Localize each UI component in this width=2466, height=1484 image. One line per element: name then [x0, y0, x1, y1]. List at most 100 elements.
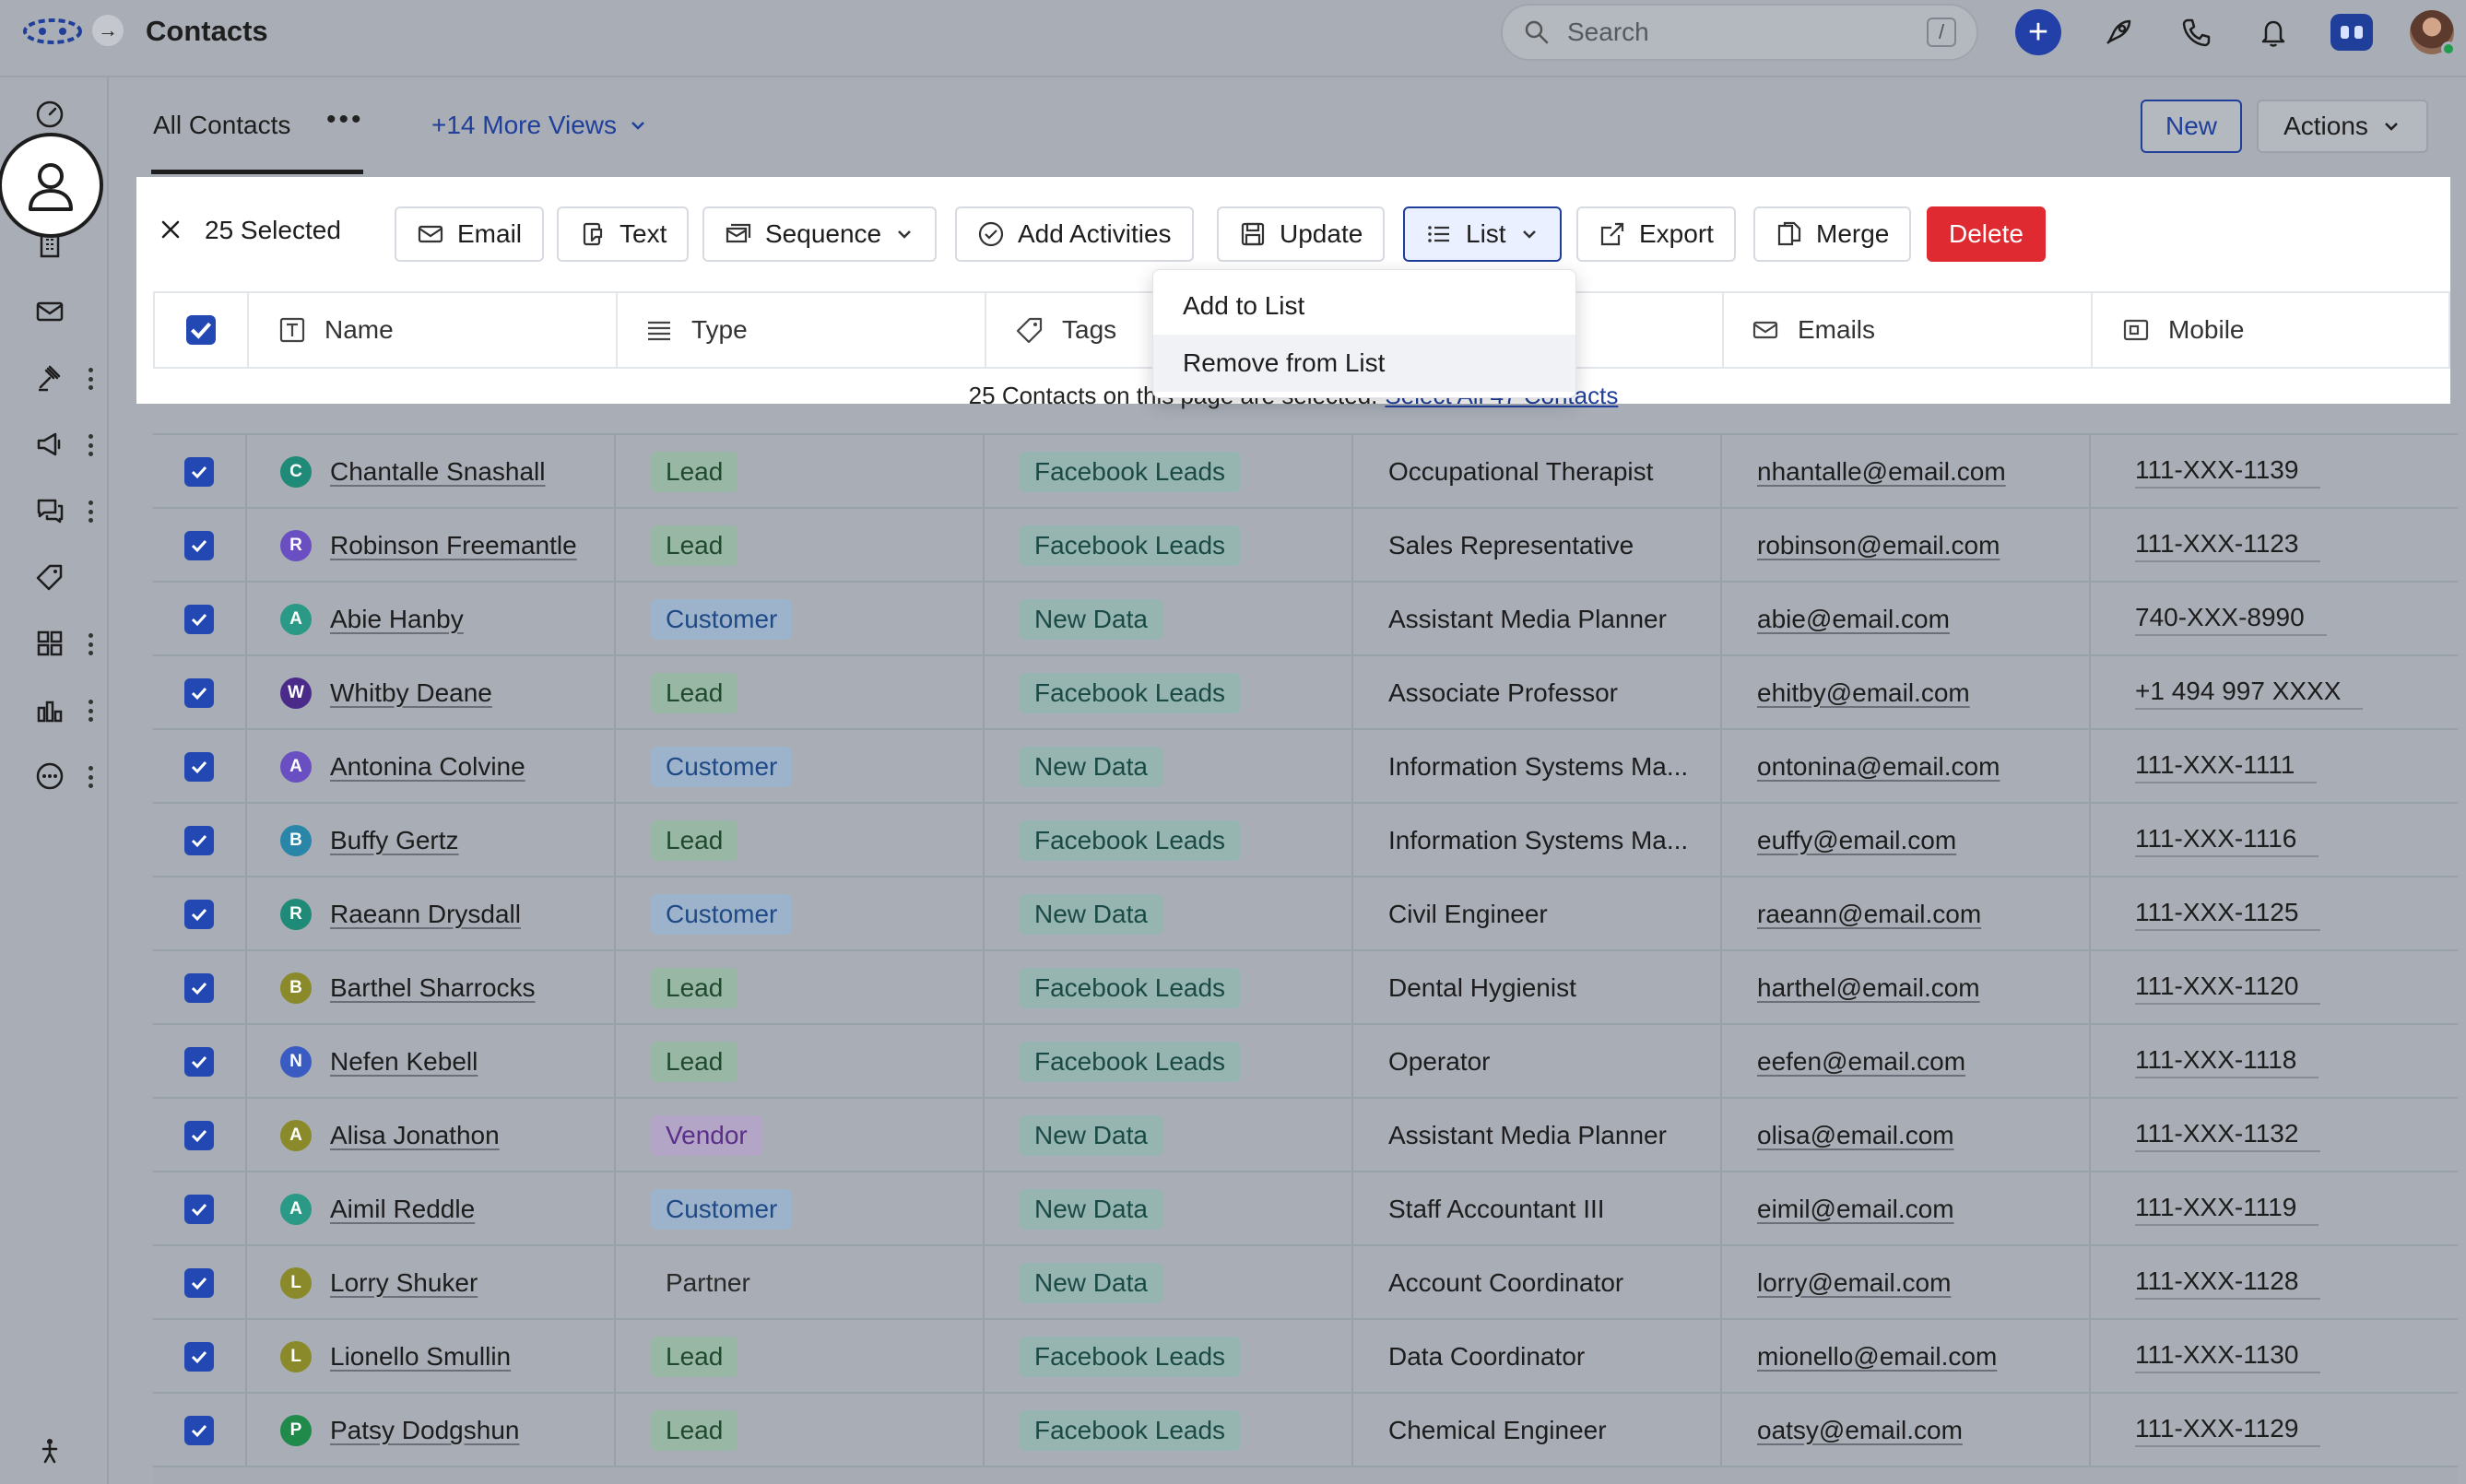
mobile-number[interactable]: +1 494 997 XXXX — [2135, 677, 2364, 710]
row-checkbox[interactable] — [184, 583, 214, 656]
row-checkbox[interactable] — [184, 1172, 214, 1246]
more-views-dropdown[interactable]: +14 More Views — [431, 111, 648, 140]
chat-icon[interactable] — [31, 492, 68, 529]
accessibility-icon[interactable] — [31, 1432, 68, 1469]
search-box[interactable]: / — [1501, 4, 1978, 61]
email-link[interactable]: raeann@email.com — [1757, 900, 1982, 928]
column-header-emails[interactable]: Emails — [1752, 293, 1875, 367]
contact-name-link[interactable]: Abie Hanby — [330, 605, 464, 633]
column-header-tags[interactable]: Tags — [1016, 293, 1116, 367]
table-row[interactable]: W Whitby Deane Lead Facebook Leads Associate… — [153, 656, 2458, 730]
mobile-number[interactable]: 111-XXX-1130 — [2135, 1340, 2321, 1373]
apps-grid-icon[interactable] — [31, 625, 68, 662]
email-link[interactable]: abie@email.com — [1757, 605, 1950, 633]
mobile-number[interactable]: 111-XXX-1120 — [2135, 972, 2321, 1005]
more-options-icon[interactable] — [85, 431, 96, 459]
more-options-icon[interactable] — [85, 498, 96, 525]
bulk-text-button[interactable]: Text — [557, 206, 690, 262]
mobile-number[interactable]: 111-XXX-1119 — [2135, 1193, 2319, 1226]
column-header-name[interactable]: Name — [278, 293, 394, 367]
contact-name-link[interactable]: Whitby Deane — [330, 678, 492, 707]
row-checkbox[interactable] — [184, 1246, 214, 1320]
contact-name-link[interactable]: Chantalle Snashall — [330, 457, 546, 486]
more-circle-icon[interactable] — [31, 758, 68, 795]
contact-name-link[interactable]: Antonina Colvine — [330, 752, 525, 781]
mobile-number[interactable]: 111-XXX-1125 — [2135, 898, 2321, 931]
contact-name-link[interactable]: Alisa Jonathon — [330, 1121, 500, 1149]
email-link[interactable]: harthel@email.com — [1757, 973, 1980, 1002]
table-row[interactable]: R Robinson Freemantle Lead Facebook Leads Sa… — [153, 509, 2458, 583]
row-checkbox[interactable] — [184, 877, 214, 951]
reports-icon[interactable] — [31, 691, 68, 728]
table-row[interactable]: N Nefen Kebell Lead Facebook Leads Operator e… — [153, 1025, 2458, 1099]
mobile-number[interactable]: 111-XXX-1128 — [2135, 1266, 2321, 1300]
mobile-number[interactable]: 111-XXX-1116 — [2135, 824, 2319, 857]
more-options-icon[interactable] — [85, 763, 96, 791]
new-contact-button[interactable]: New — [2141, 100, 2242, 153]
email-link[interactable]: euffy@email.com — [1757, 826, 1957, 854]
email-link[interactable]: ontonina@email.com — [1757, 752, 2000, 781]
tab-all-contacts[interactable]: All Contacts — [153, 111, 291, 139]
row-checkbox[interactable] — [184, 509, 214, 583]
mobile-number[interactable]: 111-XXX-1118 — [2135, 1045, 2319, 1078]
bulk-merge-button[interactable]: Merge — [1753, 206, 1912, 262]
table-row[interactable]: L Lionello Smullin Lead Facebook Leads Data … — [153, 1320, 2458, 1394]
row-checkbox[interactable] — [184, 1320, 214, 1394]
row-checkbox[interactable] — [184, 435, 214, 509]
auction-hammer-icon[interactable] — [31, 359, 68, 396]
email-link[interactable]: nhantalle@email.com — [1757, 457, 2006, 486]
more-options-icon[interactable] — [85, 630, 96, 658]
menu-item-add-to-list[interactable]: Add to List — [1183, 291, 1305, 320]
contact-name-link[interactable]: Nefen Kebell — [330, 1047, 478, 1076]
email-link[interactable]: olisa@email.com — [1757, 1121, 1954, 1149]
column-header-type[interactable]: Type — [645, 293, 748, 367]
search-input[interactable] — [1567, 18, 1927, 47]
email-link[interactable]: robinson@email.com — [1757, 531, 2000, 559]
assistant-bot-icon[interactable] — [2330, 14, 2373, 51]
contact-name-link[interactable]: Barthel Sharrocks — [330, 973, 536, 1002]
email-link[interactable]: oatsy@email.com — [1757, 1416, 1963, 1444]
bulk-add-activities-button[interactable]: Add Activities — [955, 206, 1194, 262]
contact-name-link[interactable]: Aimil Reddle — [330, 1195, 476, 1223]
select-all-checkbox[interactable] — [186, 293, 216, 367]
bulk-update-button[interactable]: Update — [1217, 206, 1386, 262]
table-row[interactable]: A Aimil Reddle Customer New Data Staff Accou… — [153, 1172, 2458, 1246]
contact-name-link[interactable]: Buffy Gertz — [330, 826, 459, 854]
logo-icon[interactable] — [22, 17, 83, 46]
dashboard-icon[interactable] — [31, 96, 68, 133]
more-options-icon[interactable] — [85, 365, 96, 393]
row-checkbox[interactable] — [184, 1394, 214, 1467]
user-avatar[interactable] — [2410, 10, 2456, 56]
bulk-sequence-button[interactable]: Sequence — [702, 206, 938, 262]
table-row[interactable]: L Lorry Shuker Partner New Data Account Coor… — [153, 1246, 2458, 1320]
megaphone-icon[interactable] — [31, 426, 68, 463]
table-row[interactable]: R Raeann Drysdall Customer New Data Civil En… — [153, 877, 2458, 951]
table-row[interactable]: B Buffy Gertz Lead Facebook Leads Informatio… — [153, 804, 2458, 877]
mobile-number[interactable]: 111-XXX-1129 — [2135, 1414, 2321, 1447]
bulk-delete-button[interactable]: Delete — [1927, 206, 2046, 262]
mobile-number[interactable]: 111-XXX-1123 — [2135, 529, 2321, 562]
row-checkbox[interactable] — [184, 1099, 214, 1172]
email-link[interactable]: ehitby@email.com — [1757, 678, 1970, 707]
expand-sidebar-button[interactable]: → — [92, 15, 124, 46]
more-options-icon[interactable] — [85, 697, 96, 724]
mobile-number[interactable]: 740-XXX-8990 — [2135, 603, 2327, 636]
tab-options-icon[interactable]: ••• — [326, 104, 364, 135]
table-row[interactable]: A Abie Hanby Customer New Data Assistant Med… — [153, 583, 2458, 656]
mobile-number[interactable]: 111-XXX-1132 — [2135, 1119, 2321, 1152]
contacts-nav-icon[interactable] — [0, 133, 103, 238]
table-row[interactable]: A Alisa Jonathon Vendor New Data Assistant M… — [153, 1099, 2458, 1172]
phone-icon[interactable] — [2176, 12, 2216, 53]
table-row[interactable]: B Barthel Sharrocks Lead Facebook Leads Dent… — [153, 951, 2458, 1025]
email-link[interactable]: eefen@email.com — [1757, 1047, 1966, 1076]
row-checkbox[interactable] — [184, 1025, 214, 1099]
row-checkbox[interactable] — [184, 730, 214, 804]
table-row[interactable]: C Chantalle Snashall Lead Facebook Leads Occ… — [153, 435, 2458, 509]
create-plus-icon[interactable]: + — [2015, 9, 2061, 55]
mobile-number[interactable]: 111-XXX-1111 — [2135, 750, 2318, 783]
contact-name-link[interactable]: Lorry Shuker — [330, 1268, 478, 1297]
mobile-number[interactable]: 111-XXX-1139 — [2135, 455, 2321, 489]
bulk-list-button[interactable]: List — [1403, 206, 1562, 262]
contact-name-link[interactable]: Robinson Freemantle — [330, 531, 577, 559]
table-row[interactable]: P Patsy Dodgshun Lead Facebook Leads Chemica… — [153, 1394, 2458, 1467]
